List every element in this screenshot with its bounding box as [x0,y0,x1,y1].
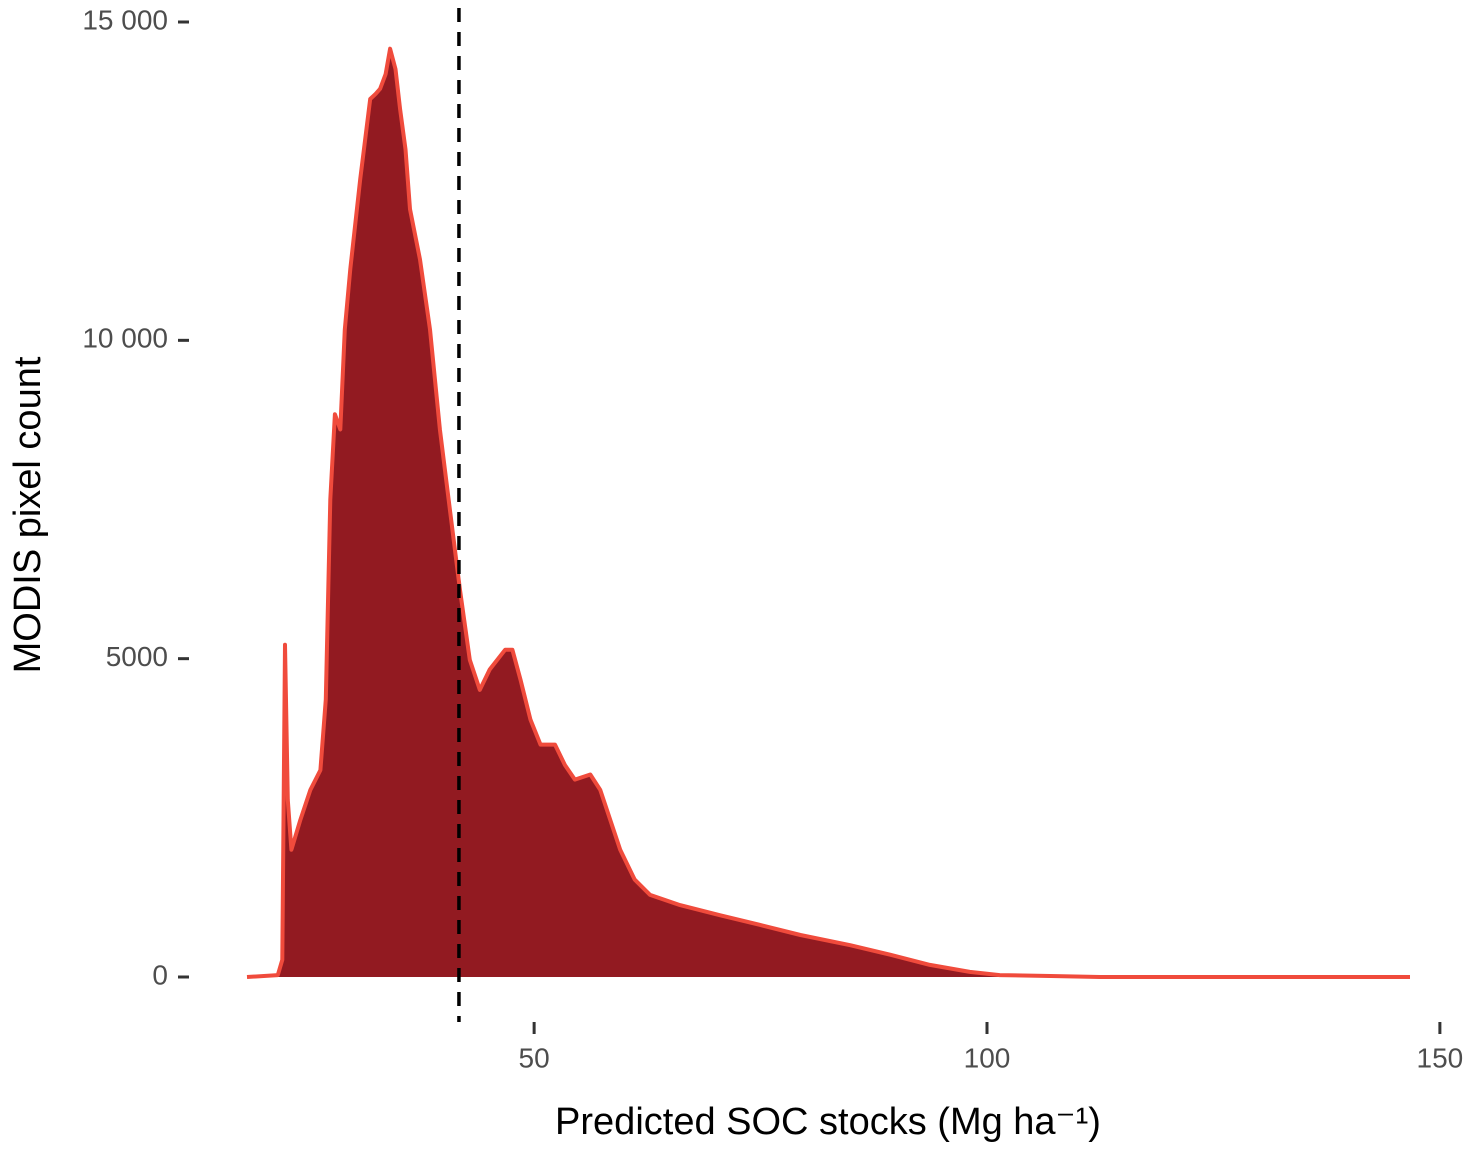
y-tick-label: 5000 [106,641,168,672]
y-axis-title: MODIS pixel count [7,356,49,673]
x-axis-title: Predicted SOC stocks (Mg ha⁻¹) [555,1101,1101,1143]
area [247,48,1410,977]
y-tick-label: 15 000 [82,4,168,35]
y-tick-label: 10 000 [82,323,168,354]
x-tick-label: 150 [1417,1042,1464,1073]
x-tick-label: 50 [519,1042,550,1073]
y-tick-label: 0 [152,959,168,990]
x-tick-label: 100 [964,1042,1011,1073]
